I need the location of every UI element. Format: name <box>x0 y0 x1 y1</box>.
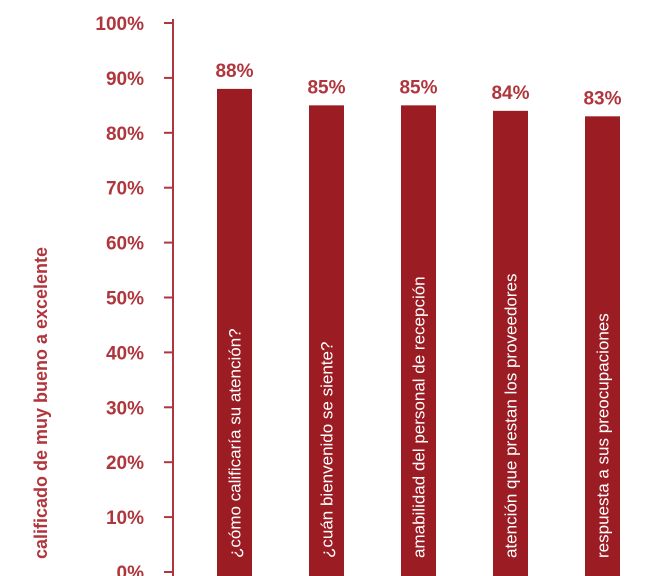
y-tick-label: 100% <box>95 14 144 35</box>
category-label: amabilidad del personal de recepción <box>410 276 429 558</box>
bar-value-label: 83% <box>583 88 621 109</box>
y-tick-label: 70% <box>106 179 144 200</box>
bar <box>309 105 344 576</box>
y-axis-label: calificado de muy bueno a excelente <box>31 247 51 559</box>
bar <box>585 116 620 576</box>
y-axis: 0% 10% 20% 30% 40% 50% 60% 70% 80% 90% 100% <box>95 14 174 576</box>
y-tick-label: 20% <box>106 453 144 474</box>
y-tick-label: 40% <box>106 343 144 364</box>
y-tick-label: 50% <box>106 289 144 310</box>
y-tick-label: 60% <box>106 234 144 255</box>
category-label: respuesta a sus preocupaciones <box>594 313 613 558</box>
bar-value-label: 85% <box>307 77 345 98</box>
bar-value-label: 85% <box>399 77 437 98</box>
y-tick-label: 0% <box>117 563 145 576</box>
y-tick-label: 10% <box>106 508 144 529</box>
bar-value-label: 84% <box>491 83 529 104</box>
y-tick-label: 80% <box>106 124 144 145</box>
category-label: ¿cómo calificaría su atención? <box>226 328 245 558</box>
category-label: ¿cuán bienvenido se siente? <box>318 342 337 558</box>
bar <box>217 88 252 576</box>
bar <box>493 110 528 576</box>
y-tick-label: 30% <box>106 398 144 419</box>
y-tick-label: 90% <box>106 69 144 90</box>
category-label: atención que prestan los proveedores <box>502 274 521 558</box>
bar <box>401 105 436 576</box>
bar-value-label: 88% <box>215 61 253 82</box>
bars: 88% ¿cómo calificaría su atención? 85% ¿cuá… <box>215 61 622 576</box>
